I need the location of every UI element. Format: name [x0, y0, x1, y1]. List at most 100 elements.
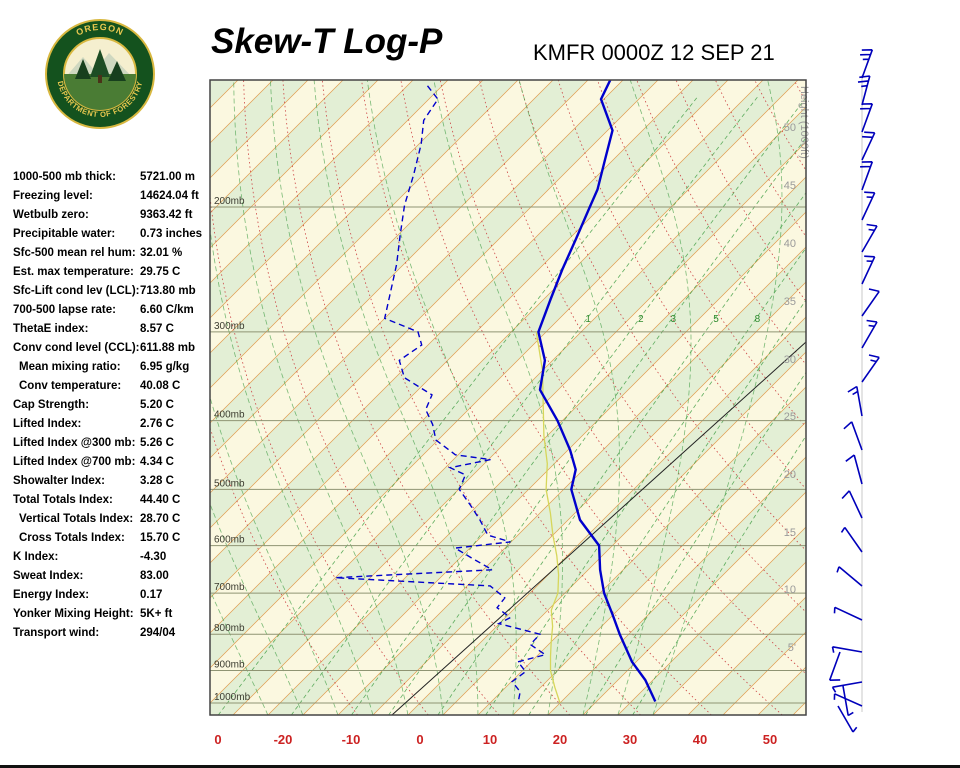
wind-barb	[861, 191, 876, 221]
chart-border	[209, 79, 807, 716]
height-tick-label: 25	[784, 411, 796, 423]
index-row: Mean mixing ratio: 6.95 g/kg	[13, 357, 215, 376]
index-value: 3.28 C	[140, 474, 174, 487]
wind-barb	[831, 681, 863, 693]
index-label: Wetbulb zero:	[13, 208, 89, 221]
index-value: 28.70 C	[140, 512, 181, 525]
index-value: 294/04	[140, 626, 176, 639]
wind-barb	[841, 490, 863, 519]
station-time-label: KMFR 0000Z 12 SEP 21	[533, 40, 775, 65]
index-row: Transport wind: 294/04	[13, 623, 215, 642]
index-value: 5.26 C	[140, 436, 174, 449]
window-bottom-border	[0, 765, 960, 768]
mixing-ratio-labels: 1 2 3 5 8	[585, 314, 760, 325]
stability-indices-panel: 1000-500 mb thick: 5721.00 m Freezing leve…	[13, 167, 215, 642]
pressure-label: 300mb	[214, 321, 245, 332]
index-value: 8.57 C	[140, 322, 174, 335]
index-value: 611.88 mb	[140, 341, 195, 354]
height-axis-title: Height (1000ft)	[798, 86, 810, 159]
pressure-label: 800mb	[214, 623, 245, 634]
index-value: 2.76 C	[140, 417, 174, 430]
pressure-label: 900mb	[214, 660, 245, 671]
index-value: 5.20 C	[140, 398, 174, 411]
index-label: Yonker Mixing Height:	[13, 607, 134, 620]
wind-barb	[857, 75, 871, 106]
height-tick-label: 20	[784, 469, 796, 481]
mixing-ratio-label: 3	[670, 314, 676, 325]
sounding-traces	[335, 80, 657, 704]
height-tick-label: 40	[784, 238, 796, 250]
index-label: Conv temperature:	[19, 379, 122, 392]
index-value: 29.75 C	[140, 265, 181, 278]
wind-barb	[843, 421, 863, 451]
index-row: Precipitable water: 0.73 inches	[13, 224, 215, 243]
index-row: Lifted Index @300 mb: 5.26 C	[13, 433, 215, 452]
index-row: 700-500 lapse rate: 6.60 C/km	[13, 300, 215, 319]
dewpoint-trace	[335, 85, 547, 704]
index-label: Mean mixing ratio:	[19, 360, 121, 373]
index-value: 9363.42 ft	[140, 208, 193, 221]
index-label: 1000-500 mb thick:	[13, 170, 116, 183]
wind-barb-column	[828, 49, 880, 733]
index-row: 1000-500 mb thick: 5721.00 m	[13, 167, 215, 186]
height-axis: 50 45 40 35 30 25 20 15 10 5' Height (1000ft)	[784, 86, 810, 654]
index-label: Sweat Index:	[13, 569, 84, 582]
index-value: 713.80 mb	[140, 284, 196, 297]
pressure-label: 700mb	[214, 582, 245, 593]
wetbulb-trace	[535, 331, 561, 704]
index-label: Freezing level:	[13, 189, 93, 202]
mixing-ratio-label: 1	[585, 314, 591, 325]
index-label: Lifted Index @700 mb:	[13, 455, 136, 468]
index-value: -4.30	[140, 550, 167, 563]
dry-adiabats	[210, 80, 806, 715]
mixing-ratio-label: 5	[713, 314, 719, 325]
index-row: K Index: -4.30	[13, 547, 215, 566]
wind-barb	[842, 685, 854, 717]
index-value: 40.08 C	[140, 379, 181, 392]
wind-barb	[837, 705, 858, 733]
logo-forest-scene	[64, 49, 136, 110]
index-value: 0.17	[140, 588, 163, 601]
pressure-label: 500mb	[214, 478, 245, 489]
pressure-label: 200mb	[214, 196, 245, 207]
index-row: Conv temperature: 40.08 C	[13, 376, 215, 395]
index-label: Conv cond level (CCL):	[13, 341, 140, 354]
index-label: 700-500 lapse rate:	[13, 303, 116, 316]
index-value: 32.01 %	[140, 246, 183, 259]
index-row: Wetbulb zero: 9363.42 ft	[13, 205, 215, 224]
temperature-axis: 0 -20 -10 0 10 20 30 40 50	[214, 732, 777, 747]
wind-barb	[861, 223, 878, 253]
temperature-tick-label: 40	[693, 732, 707, 747]
wind-barb	[861, 288, 880, 317]
wind-barb	[860, 161, 874, 191]
index-value: 6.60 C/km	[140, 303, 194, 316]
index-value: 4.34 C	[140, 455, 174, 468]
wind-barb	[845, 454, 863, 485]
chart-grid-layer	[210, 80, 806, 715]
index-label: Lifted Index:	[13, 417, 82, 430]
index-row: ThetaE index: 8.57 C	[13, 319, 215, 338]
index-label: Cross Totals Index:	[19, 531, 125, 544]
isotherm-lines	[210, 80, 806, 715]
temperature-tick-label: 20	[553, 732, 567, 747]
height-tick-label: 50	[784, 122, 796, 134]
index-value: 5721.00 m	[140, 170, 195, 183]
index-row: Sfc-500 mean rel hum: 32.01 %	[13, 243, 215, 262]
temperature-tick-label: 50	[763, 732, 777, 747]
index-row: Yonker Mixing Height: 5K+ ft	[13, 604, 215, 623]
index-label: K Index:	[13, 550, 59, 563]
temperature-tick-label: -10	[342, 732, 361, 747]
index-label: Sfc-500 mean rel hum:	[13, 246, 136, 259]
index-value: 83.00	[140, 569, 169, 582]
pressure-label: 400mb	[214, 410, 245, 421]
index-label: Total Totals Index:	[13, 493, 113, 506]
wind-barb	[847, 385, 863, 417]
index-row: Conv cond level (CCL): 611.88 mb	[13, 338, 215, 357]
mixing-ratio-lines	[217, 96, 806, 715]
wind-barb	[861, 319, 878, 349]
height-tick-label: 30	[784, 354, 796, 366]
mixing-ratio-label: 2	[638, 314, 644, 325]
wind-barb	[860, 103, 874, 133]
